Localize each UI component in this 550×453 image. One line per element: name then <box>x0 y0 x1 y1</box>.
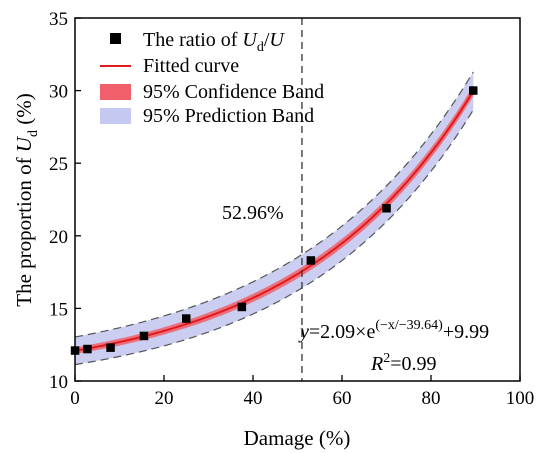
x-axis-ticks: 0 20 40 60 80 100 <box>70 375 534 409</box>
legend-swatch-prediction <box>100 108 131 124</box>
y-axis-ticks: 10 15 20 25 30 35 <box>49 9 81 393</box>
y-tick-label: 10 <box>49 372 68 393</box>
y-axis-title: The proportion of Ud (%) <box>12 93 41 306</box>
threshold-label: 52.96% <box>222 202 284 224</box>
legend-label-prediction: 95% Prediction Band <box>143 105 314 127</box>
legend-label-points: The ratio of Ud/U <box>143 29 285 55</box>
data-point <box>382 204 391 213</box>
data-point <box>83 344 92 354</box>
x-tick-label: 100 <box>506 388 535 409</box>
fit-equation: y=2.09×e(−x/−39.64)+9.99 <box>298 318 489 343</box>
legend-swatch-confidence <box>100 84 131 100</box>
prediction-band-lower-edge <box>75 109 474 366</box>
data-point <box>182 314 191 323</box>
data-point <box>306 256 316 265</box>
data-point <box>106 343 115 352</box>
x-tick-label: 80 <box>422 388 441 409</box>
legend-label-confidence: 95% Confidence Band <box>143 81 324 103</box>
x-tick-label: 40 <box>244 388 263 409</box>
legend: The ratio of Ud/U Fitted curve 95% Confi… <box>100 29 324 127</box>
x-tick-label: 20 <box>155 388 174 409</box>
plot-frame <box>74 17 521 382</box>
data-point <box>469 86 478 95</box>
x-tick-label: 60 <box>333 388 352 409</box>
y-tick-label: 30 <box>49 82 68 103</box>
legend-marker-square <box>110 33 121 44</box>
prediction-band <box>75 72 474 365</box>
x-axis-title: Damage (%) <box>244 426 351 450</box>
r-squared: R2=0.99 <box>370 351 437 375</box>
data-point <box>139 331 149 341</box>
prediction-band-upper-edge <box>75 71 474 338</box>
y-tick-label: 20 <box>49 227 68 248</box>
data-point <box>237 302 247 312</box>
y-tick-label: 25 <box>49 154 68 175</box>
legend-label-fit: Fitted curve <box>143 55 239 77</box>
y-tick-label: 35 <box>49 9 68 30</box>
x-tick-label: 0 <box>70 388 80 409</box>
y-tick-label: 15 <box>49 299 68 320</box>
